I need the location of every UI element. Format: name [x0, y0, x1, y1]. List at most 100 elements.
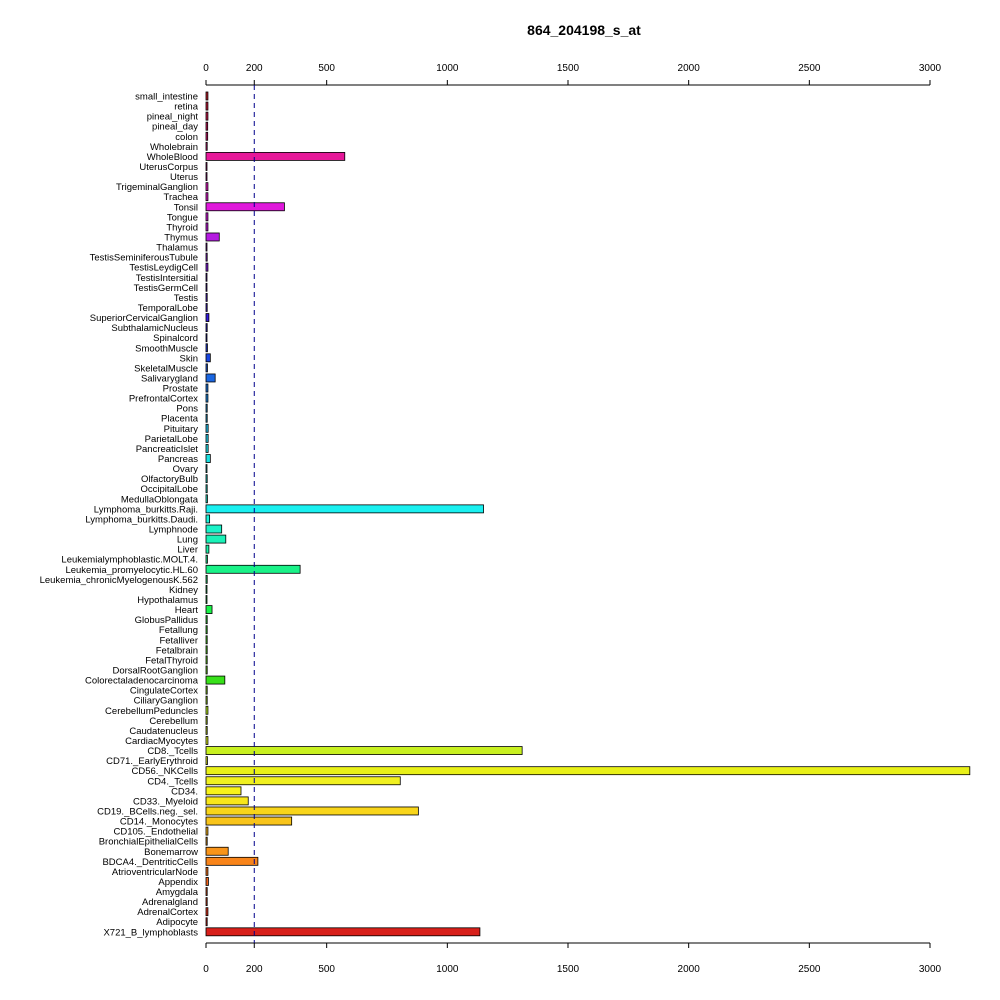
category-label: TestisLeydigCell — [129, 263, 198, 274]
bar — [205, 574, 208, 584]
top-tick-label: 200 — [246, 63, 263, 74]
category-label: Cerebellum — [149, 716, 198, 727]
bar — [205, 585, 208, 594]
category-label: Thyroid — [166, 222, 198, 233]
category-label: CerebellumPeduncles — [105, 706, 198, 717]
bar — [205, 403, 208, 413]
category-label: TestisIntersitial — [136, 273, 198, 284]
category-label: Pancreas — [158, 454, 198, 465]
bar — [205, 695, 208, 705]
bar — [205, 343, 208, 353]
category-label: Thymus — [164, 232, 198, 243]
category-label: Ovary — [173, 464, 199, 475]
category-labels: small_intestineretinapineal_nightpineal_… — [40, 92, 199, 939]
category-label: Fetallung — [159, 625, 198, 636]
bar — [205, 705, 209, 715]
bar — [205, 262, 209, 272]
bar — [205, 383, 209, 393]
bar — [205, 333, 208, 343]
bar — [205, 484, 208, 494]
top-tick-label: 500 — [318, 63, 335, 74]
bar — [205, 897, 208, 906]
category-label: Trachea — [164, 192, 199, 203]
bar — [205, 162, 208, 171]
bar — [205, 927, 481, 937]
category-label: Fetalbrain — [156, 645, 198, 656]
category-label: TestisSeminiferousTubule — [90, 253, 198, 264]
bar — [205, 101, 209, 111]
bar — [205, 464, 208, 473]
category-label: WholeBlood — [147, 152, 198, 163]
bottom-tick-label: 2000 — [678, 964, 701, 975]
category-label: Tongue — [167, 212, 198, 223]
bar — [205, 313, 210, 322]
bar — [205, 152, 346, 161]
category-label: Lymphoma_burkitts.Raji. — [94, 504, 198, 515]
bottom-tick-label: 0 — [203, 964, 209, 975]
bar — [205, 141, 208, 151]
bar — [205, 645, 208, 655]
category-label: FetalThyroid — [145, 655, 198, 666]
category-label: TestisGermCell — [134, 283, 198, 294]
bar — [205, 353, 211, 363]
bar — [205, 282, 208, 292]
bar — [205, 292, 208, 302]
category-label: Colorectaladenocarcinoma — [85, 676, 199, 687]
bar — [205, 665, 208, 675]
category-label: DorsalRootGanglion — [112, 665, 198, 676]
bar — [205, 172, 208, 181]
category-label: CD71._EarlyErythroid — [106, 756, 198, 767]
bar — [205, 635, 208, 645]
bar — [205, 131, 209, 141]
category-label: Heart — [175, 605, 199, 616]
category-label: Appendix — [158, 877, 198, 888]
category-label: Prostate — [163, 384, 198, 395]
top-tick-label: 1500 — [557, 63, 580, 74]
bar — [205, 192, 209, 202]
bar — [205, 856, 259, 866]
bar — [205, 363, 208, 373]
bar — [205, 413, 208, 423]
bottom-axis: 0 200 500 1000 1500 2000 2500 3000 — [203, 942, 942, 975]
category-label: Kidney — [169, 585, 198, 596]
bar — [205, 242, 208, 252]
category-label: SubthalamicNucleus — [111, 323, 198, 334]
bar — [205, 182, 209, 192]
bottom-tick-label: 1000 — [436, 964, 459, 975]
category-label: Caudatenucleus — [129, 726, 198, 737]
bar — [205, 303, 208, 312]
bar — [205, 846, 229, 856]
bottom-tick-label: 1500 — [557, 964, 580, 975]
category-label: Adipocyte — [156, 917, 198, 928]
category-label: BronchialEpithelialCells — [99, 837, 199, 848]
bar — [205, 806, 419, 816]
category-label: small_intestine — [135, 92, 198, 103]
bar — [205, 111, 209, 121]
category-label: Lymphoma_burkitts.Daudi. — [85, 514, 198, 525]
bar — [205, 423, 209, 433]
top-tick-label: 0 — [203, 63, 209, 74]
bar — [205, 625, 208, 635]
bar — [205, 494, 208, 504]
bar — [205, 605, 213, 614]
category-label: Salivarygland — [141, 373, 198, 384]
bottom-tick-label: 500 — [318, 964, 335, 975]
top-axis: 0 200 500 1000 1500 2000 2500 3000 — [203, 63, 942, 86]
category-label: Thalamus — [156, 243, 198, 254]
category-label: CD56._NKCells — [131, 766, 198, 777]
bar — [205, 564, 301, 574]
category-label: Skin — [180, 353, 198, 364]
bar — [205, 736, 209, 745]
bar — [205, 907, 209, 917]
bar — [205, 252, 208, 262]
category-label: Testis — [174, 293, 199, 304]
category-label: colon — [175, 132, 198, 143]
category-label: Bonemarrow — [144, 847, 198, 858]
category-label: Lung — [177, 535, 198, 546]
category-label: Amygdala — [156, 887, 199, 898]
bar — [205, 836, 208, 846]
bar — [205, 715, 208, 725]
category-label: CD19._BCells.neg._sel. — [97, 806, 198, 817]
category-label: AtrioventricularNode — [112, 867, 198, 878]
top-tick-label: 1000 — [436, 63, 459, 74]
